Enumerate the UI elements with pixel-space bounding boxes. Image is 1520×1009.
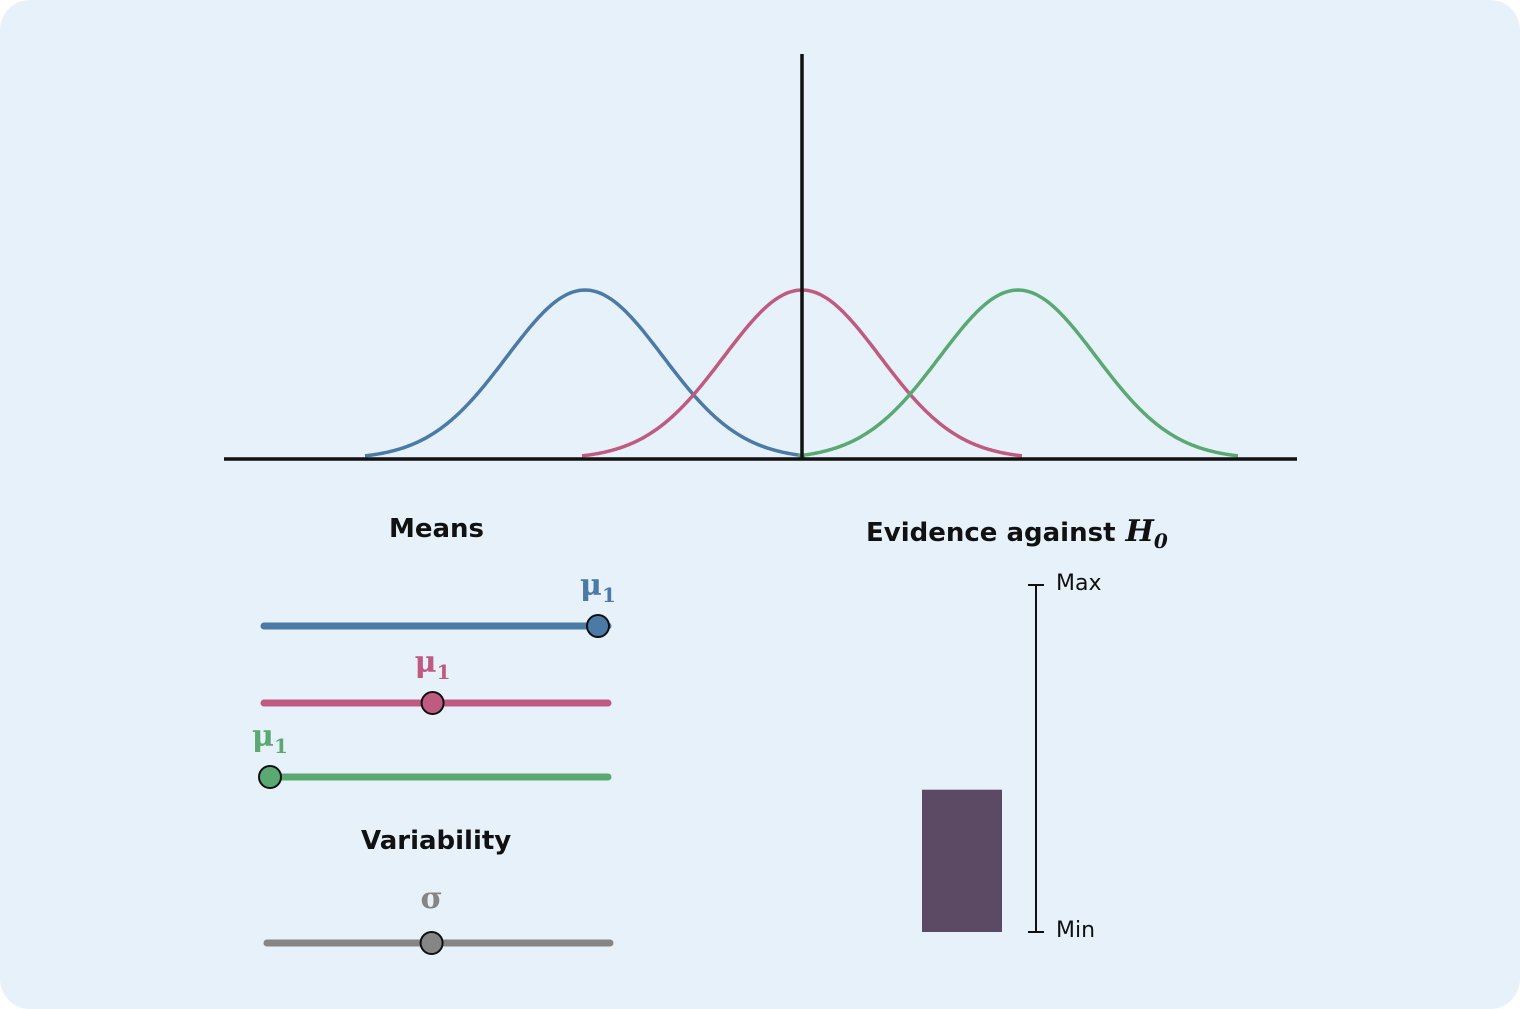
pink-mean-label: μ1 — [415, 645, 451, 684]
null-hypothesis-subscript: 0 — [1153, 529, 1168, 553]
sigma-symbol: σ — [420, 881, 443, 916]
blue-mean-slider[interactable] — [260, 614, 612, 638]
blue-mean-subscript: 1 — [602, 583, 616, 607]
green-mean-label: μ1 — [252, 719, 288, 758]
green-mean-symbol: μ — [252, 719, 275, 754]
means-title: Means — [389, 514, 485, 544]
blue-mean-label: μ1 — [580, 568, 616, 607]
evidence-title-text: Evidence against — [866, 518, 1116, 548]
evidence-meter — [922, 584, 1044, 933]
null-hypothesis-letter: H — [1125, 514, 1154, 549]
green-mean-slider[interactable] — [258, 765, 612, 789]
pink-mean-subscript: 1 — [436, 660, 451, 684]
evidence-max-label: Max — [1056, 571, 1102, 596]
evidence-bar — [922, 789, 1002, 932]
blue-distribution-curve — [364, 288, 806, 458]
pink-mean-symbol: μ — [414, 645, 437, 680]
sigma-slider-thumb[interactable] — [419, 931, 444, 955]
sigma-label: σ — [421, 881, 443, 916]
pink-slider-thumb[interactable] — [420, 691, 445, 715]
green-distribution-curve — [797, 288, 1239, 458]
green-mean-subscript: 1 — [274, 734, 288, 758]
variability-title: Variability — [361, 826, 512, 856]
pink-mean-slider[interactable] — [260, 691, 612, 715]
blue-slider-thumb[interactable] — [586, 614, 610, 638]
evidence-min-label: Min — [1056, 918, 1096, 943]
sigma-slider[interactable] — [263, 931, 614, 955]
evidence-title: Evidence against H0 — [866, 514, 1168, 553]
null-hypothesis-symbol: H0 — [1125, 514, 1168, 553]
blue-mean-symbol: μ — [580, 568, 603, 603]
green-slider-thumb[interactable] — [258, 765, 282, 789]
